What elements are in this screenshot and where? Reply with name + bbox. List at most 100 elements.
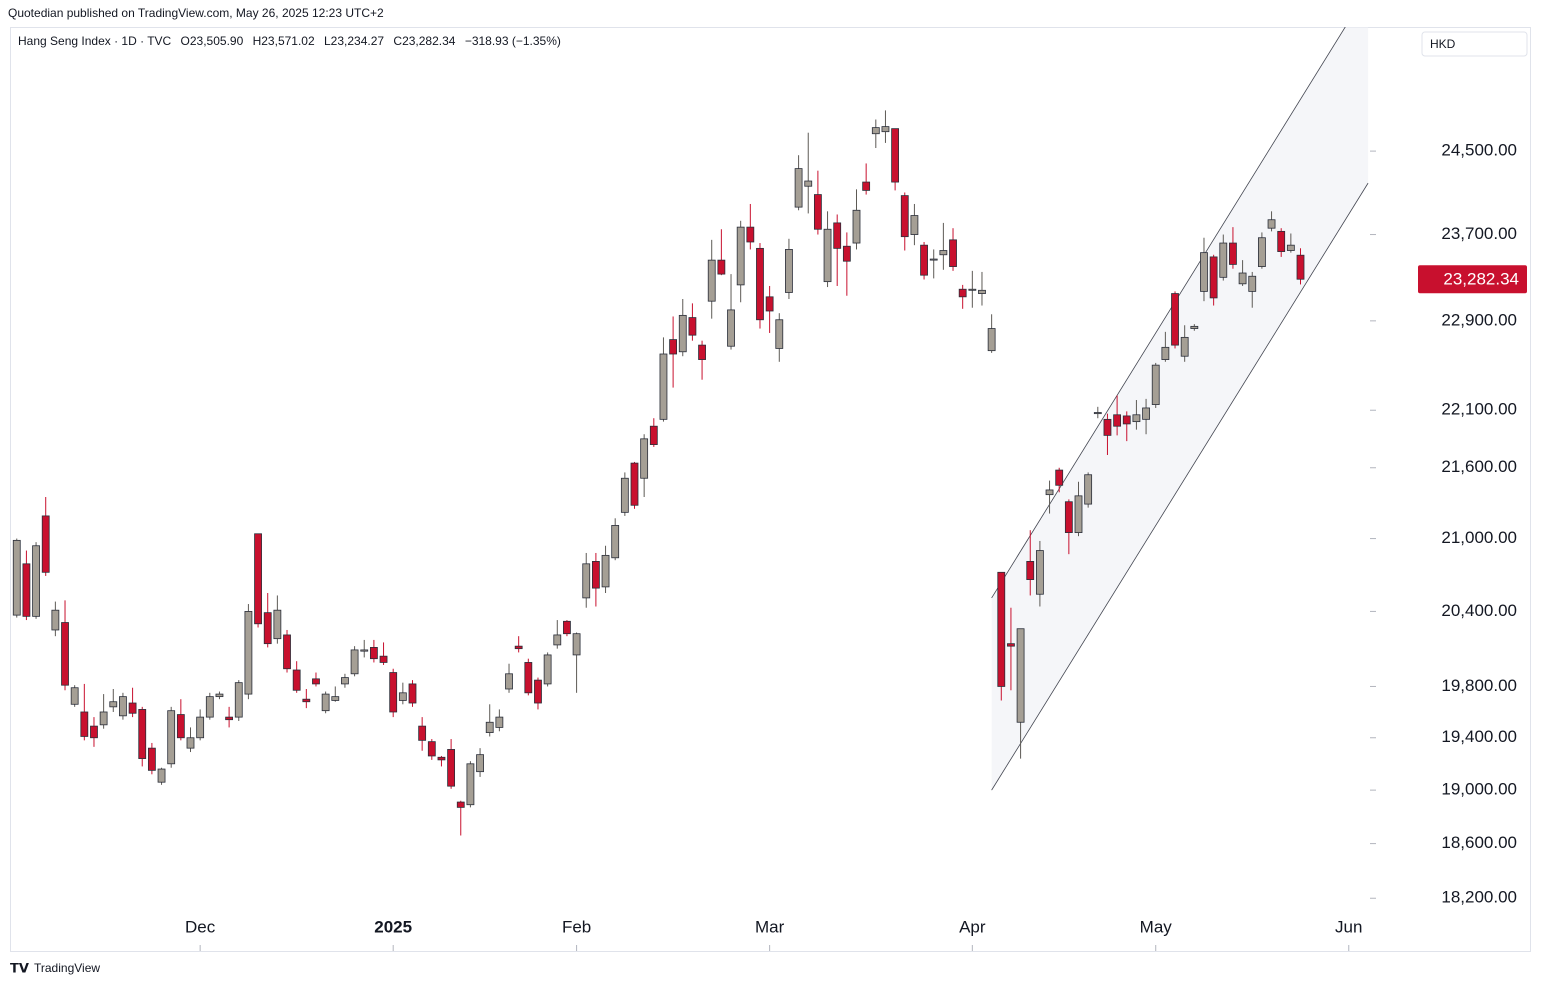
footer: TradingView: [34, 961, 100, 975]
candle-body: [707, 259, 716, 302]
candle-body: [196, 716, 205, 739]
candle-body: [254, 533, 262, 625]
candle-body: [215, 693, 224, 698]
candle-body: [1113, 414, 1122, 427]
candle-body: [244, 611, 253, 695]
candle-body: [572, 633, 581, 656]
candle-body: [1084, 474, 1093, 505]
candle-body: [1142, 407, 1150, 420]
candle-body: [109, 701, 118, 708]
candle-body: [379, 655, 388, 663]
y-tick-label: 19,000.00: [1441, 780, 1517, 799]
candle-body: [61, 622, 69, 686]
candle-body: [717, 259, 726, 275]
channel-fill: [991, 27, 1369, 791]
candle-body: [1171, 293, 1179, 346]
candle-body: [331, 696, 340, 701]
candle-body: [775, 319, 784, 349]
candle-body: [186, 737, 195, 749]
y-tick-label: 18,200.00: [1441, 888, 1517, 907]
candle-body: [833, 222, 842, 249]
candle-body: [823, 228, 832, 283]
candle-body: [283, 634, 291, 670]
candle-body: [32, 545, 40, 617]
candle-body: [302, 698, 311, 703]
candle-body: [900, 195, 909, 238]
y-tick-label: 19,400.00: [1441, 727, 1517, 746]
candle-body: [640, 438, 649, 479]
candle-body: [147, 747, 156, 771]
candle-body: [871, 127, 880, 135]
last-price-label: 23,282.34: [1443, 270, 1519, 289]
legend-open: O23,505.90: [181, 34, 244, 48]
candle-body: [157, 768, 166, 783]
candle-body: [698, 344, 706, 360]
candle-body: [360, 649, 369, 652]
candle-body: [620, 477, 629, 513]
candle-body: [1122, 415, 1131, 425]
y-tick-label: 18,600.00: [1441, 833, 1517, 852]
candle-body: [891, 128, 900, 183]
candle-body: [1190, 325, 1199, 329]
candle-body: [765, 296, 774, 312]
candle-body: [505, 673, 513, 690]
candle-body: [128, 702, 137, 714]
candle-body: [862, 181, 871, 191]
candle-body: [1045, 489, 1054, 496]
candle-body: [398, 692, 407, 701]
candle-body: [1229, 242, 1237, 265]
candle-body: [939, 250, 948, 256]
candle-body: [881, 126, 890, 133]
candle-body: [1055, 469, 1064, 486]
candle-body: [41, 515, 50, 573]
candle-body: [90, 725, 98, 739]
candle-body: [369, 647, 378, 660]
candle-body: [273, 609, 282, 640]
candle-body: [910, 215, 919, 235]
candle-body: [418, 725, 427, 741]
logo-mark: 𝗧𝗩: [10, 960, 29, 975]
candle-body: [852, 209, 861, 244]
currency-box[interactable]: [1421, 31, 1528, 57]
candle-body: [312, 678, 320, 685]
candle-body: [234, 682, 243, 718]
candle-body: [456, 801, 465, 808]
candle-body: [534, 679, 542, 704]
candle-body: [1209, 256, 1218, 299]
x-tick-label: Dec: [185, 917, 216, 936]
candle-body: [22, 563, 31, 617]
candle-body: [804, 180, 813, 187]
candle-body: [997, 571, 1006, 687]
candle-body: [785, 249, 793, 293]
candle-body: [1016, 628, 1025, 723]
candle-body: [591, 561, 600, 589]
candle-body: [813, 194, 822, 230]
candle-body: [167, 710, 176, 765]
candle-body: [1277, 230, 1286, 252]
candle-body: [466, 763, 475, 806]
candle-body: [978, 289, 986, 294]
candle-body: [447, 749, 456, 787]
candle-body: [427, 741, 436, 757]
candle-body: [119, 696, 127, 717]
candle-body: [1132, 414, 1141, 423]
candle-body: [51, 609, 60, 631]
plot: [12, 27, 1369, 836]
y-tick-label: 22,100.00: [1441, 400, 1517, 419]
candle-body: [727, 309, 735, 347]
x-tick-label: Apr: [959, 917, 986, 936]
legend-change: −318.93 (−1.35%): [465, 34, 561, 48]
y-tick-label: 21,000.00: [1441, 528, 1517, 547]
publisher: Quotedian published on TradingView.com, …: [8, 6, 384, 20]
candle-body: [1064, 501, 1073, 533]
chart-legend: Hang Seng Index · 1D · TVC O23,505.90 H2…: [18, 34, 561, 48]
candle-body: [1103, 418, 1112, 436]
currency[interactable]: HKD: [1430, 37, 1456, 51]
candle-body: [1267, 219, 1276, 229]
candle-body: [958, 288, 967, 298]
candle-body: [138, 709, 147, 759]
candle-body: [688, 317, 697, 336]
candle-body: [1007, 643, 1015, 647]
